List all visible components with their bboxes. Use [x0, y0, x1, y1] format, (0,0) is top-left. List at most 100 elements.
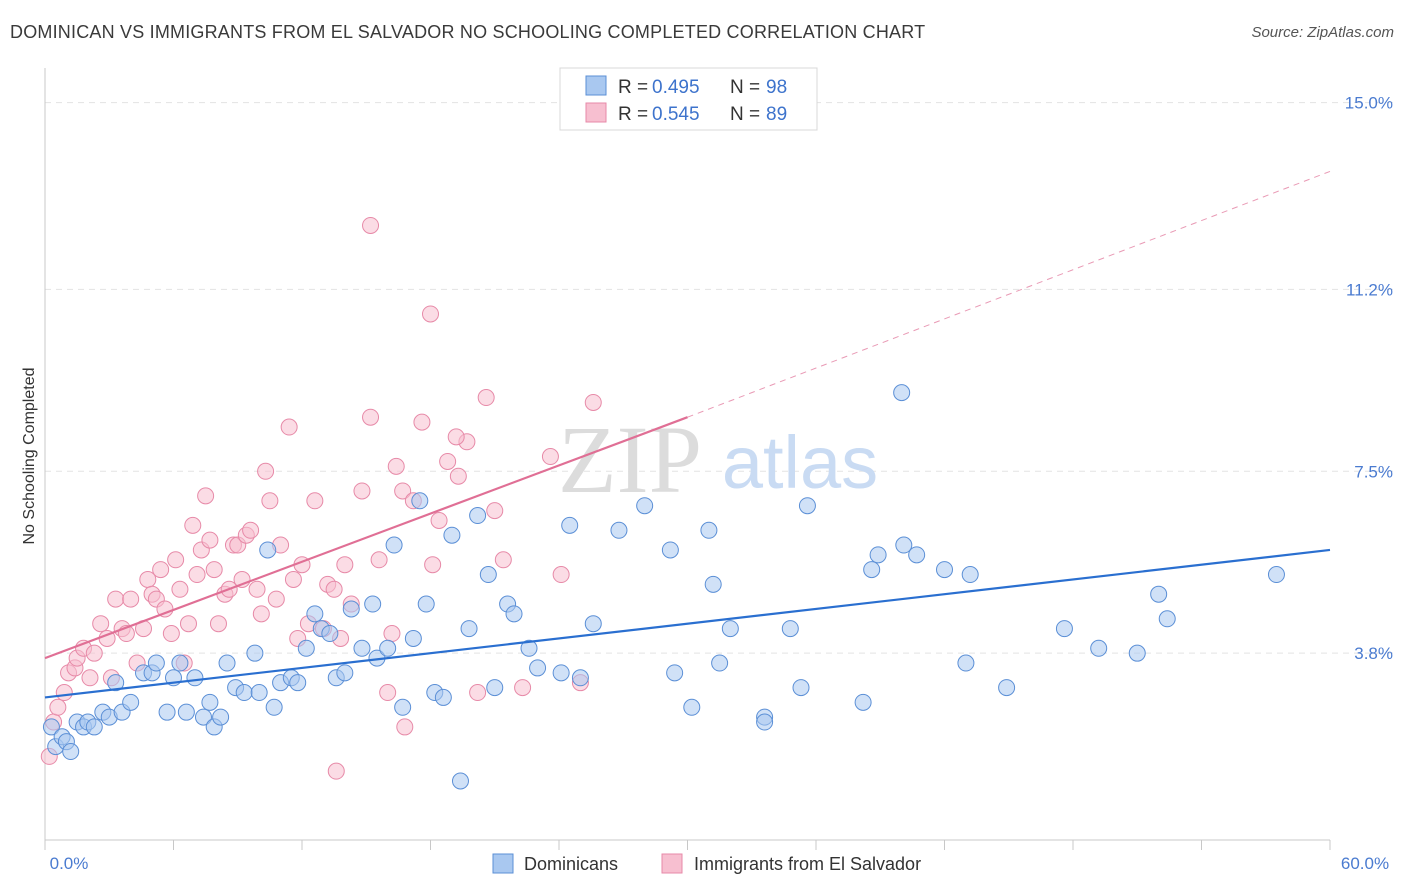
- point-dominicans: [961, 566, 979, 584]
- point-dominicans: [201, 693, 219, 711]
- point-dominicans: [158, 703, 176, 721]
- point-dominicans: [584, 615, 602, 633]
- point-dominicans: [854, 693, 872, 711]
- trendline-el-salvador-extension: [687, 170, 1331, 418]
- point-dominicans: [443, 526, 461, 544]
- point-el-salvador: [122, 590, 140, 608]
- point-el-salvador: [205, 561, 223, 579]
- point-dominicans: [571, 669, 589, 687]
- point-el-salvador: [252, 605, 270, 623]
- watermark-atlas: atlas: [722, 421, 878, 504]
- point-el-salvador: [552, 566, 570, 584]
- watermark: ZIP atlas: [558, 406, 878, 513]
- point-dominicans: [451, 772, 469, 790]
- point-el-salvador: [184, 516, 202, 534]
- point-dominicans: [218, 654, 236, 672]
- point-dominicans: [479, 566, 497, 584]
- point-dominicans: [147, 654, 165, 672]
- bottom-legend-swatch-dominicans: [492, 853, 514, 874]
- y-tick-label: 11.2%: [1346, 280, 1393, 299]
- point-dominicans: [1090, 639, 1108, 657]
- point-dominicans: [460, 620, 478, 638]
- point-dominicans: [353, 639, 371, 657]
- point-dominicans: [434, 688, 452, 706]
- point-el-salvador: [430, 511, 448, 529]
- point-dominicans: [1150, 585, 1168, 603]
- point-el-salvador: [379, 684, 397, 702]
- y-axis-label: No Schooling Completed: [21, 368, 38, 545]
- point-el-salvador: [477, 389, 495, 407]
- point-el-salvador: [325, 580, 343, 598]
- point-dominicans: [404, 629, 422, 647]
- point-el-salvador: [413, 413, 431, 431]
- point-el-salvador: [336, 556, 354, 574]
- point-el-salvador: [327, 762, 345, 780]
- point-dominicans: [379, 639, 397, 657]
- chart-title: DOMINICAN VS IMMIGRANTS FROM EL SALVADOR…: [10, 22, 926, 42]
- point-el-salvador: [449, 467, 467, 485]
- point-dominicans: [529, 659, 547, 677]
- point-el-salvador: [422, 305, 439, 323]
- point-dominicans: [469, 507, 487, 525]
- legend-r-label-1: R =: [618, 77, 648, 98]
- point-dominicans: [107, 674, 125, 692]
- legend-r-value-2: 0.545: [652, 104, 700, 125]
- point-dominicans: [683, 698, 701, 716]
- point-dominicans: [998, 679, 1016, 697]
- top-legend: R = 0.495 N = 98 R = 0.545 N = 89: [559, 67, 818, 131]
- axis-layer: 3.8% 7.5% 11.2% 15.0% 0.0% 60.0%: [44, 68, 1393, 873]
- point-el-salvador: [267, 590, 285, 608]
- point-dominicans: [177, 703, 195, 721]
- point-el-salvador: [362, 408, 380, 426]
- point-dominicans: [385, 536, 403, 554]
- point-dominicans: [417, 595, 435, 613]
- point-el-salvador: [396, 718, 414, 736]
- point-dominicans: [936, 561, 953, 579]
- point-dominicans: [863, 561, 881, 579]
- point-el-salvador: [514, 679, 532, 697]
- point-el-salvador: [447, 428, 465, 446]
- point-dominicans: [721, 620, 739, 638]
- point-el-salvador: [188, 566, 206, 584]
- y-tick-label: 15.0%: [1345, 94, 1393, 113]
- point-el-salvador: [201, 531, 219, 549]
- point-dominicans: [342, 600, 360, 618]
- point-el-salvador: [49, 698, 67, 716]
- watermark-zip: ZIP: [558, 406, 702, 513]
- point-dominicans: [246, 644, 264, 662]
- point-el-salvador: [171, 580, 189, 598]
- point-el-salvador: [387, 457, 405, 475]
- point-dominicans: [122, 693, 140, 711]
- point-dominicans: [700, 521, 718, 539]
- point-el-salvador: [197, 487, 215, 505]
- x-tick-label: 0.0%: [50, 854, 89, 873]
- point-dominicans: [265, 698, 283, 716]
- point-el-salvador: [92, 615, 110, 633]
- point-dominicans: [1055, 620, 1073, 638]
- point-dominicans: [636, 497, 654, 515]
- legend-n-value-2: 89: [766, 104, 787, 125]
- point-dominicans: [666, 664, 684, 682]
- point-dominicans: [781, 620, 799, 638]
- series-dominicans: [42, 384, 1285, 790]
- point-el-salvador: [424, 556, 442, 574]
- y-tick-label: 3.8%: [1354, 644, 1393, 663]
- point-dominicans: [85, 718, 103, 736]
- point-el-salvador: [152, 561, 170, 579]
- point-el-salvador: [107, 590, 125, 608]
- x-tick-label: 60.0%: [1341, 854, 1389, 873]
- bottom-legend-swatch-el-salvador: [661, 853, 683, 874]
- point-dominicans: [561, 516, 579, 534]
- point-el-salvador: [55, 684, 73, 702]
- point-dominicans: [798, 497, 816, 515]
- bottom-legend-el-salvador: Immigrants from El Salvador: [694, 854, 921, 874]
- point-dominicans: [297, 639, 315, 657]
- point-dominicans: [893, 384, 911, 402]
- point-el-salvador: [280, 418, 298, 436]
- point-dominicans: [394, 698, 412, 716]
- point-el-salvador: [156, 600, 174, 618]
- point-el-salvador: [353, 482, 371, 500]
- point-dominicans: [212, 708, 230, 726]
- point-dominicans: [1267, 566, 1285, 584]
